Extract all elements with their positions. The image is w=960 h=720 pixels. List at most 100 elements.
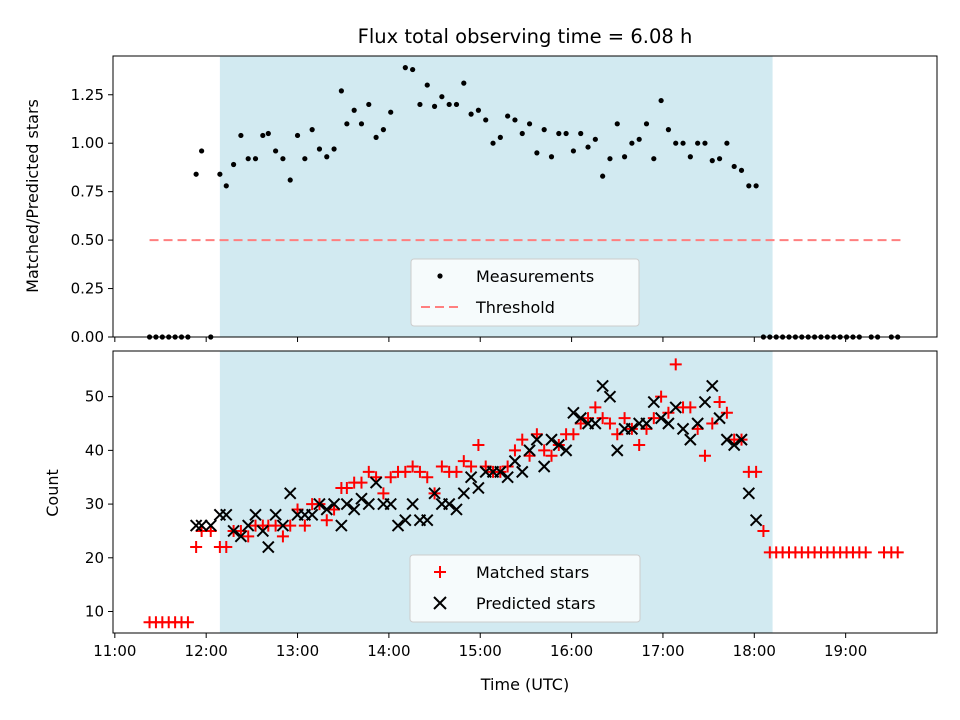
matched-star-point bbox=[538, 444, 551, 457]
measurement-point bbox=[578, 130, 584, 137]
measurement-point bbox=[702, 140, 708, 146]
predicted-star-point bbox=[720, 433, 734, 446]
predicted-stars-series bbox=[189, 379, 763, 554]
measurement-point bbox=[724, 140, 730, 146]
measurement-point bbox=[199, 148, 205, 154]
measurement-point bbox=[468, 111, 474, 117]
matched-star-point bbox=[421, 471, 434, 484]
legend-measurements-marker bbox=[437, 273, 443, 279]
matched-star-point bbox=[362, 465, 375, 478]
predicted-star-point bbox=[603, 390, 617, 403]
matched-star-point bbox=[567, 428, 580, 441]
measurement-point bbox=[431, 103, 438, 109]
matched-star-point bbox=[340, 481, 353, 494]
measurement-point bbox=[316, 146, 323, 152]
top-plot-frame bbox=[112, 55, 938, 338]
top-legend-box bbox=[410, 258, 640, 327]
measurement-point bbox=[519, 130, 525, 137]
measurement-point bbox=[417, 101, 423, 108]
measurement-point bbox=[643, 121, 650, 127]
matched-star-point bbox=[472, 439, 485, 451]
measurement-point bbox=[614, 121, 620, 127]
measurement-point bbox=[453, 101, 460, 108]
measurement-point bbox=[570, 148, 577, 154]
measurement-point bbox=[309, 127, 315, 133]
matched-star-point bbox=[465, 460, 478, 473]
predicted-star-point bbox=[669, 401, 682, 414]
measurement-point bbox=[366, 101, 372, 108]
matched-star-point bbox=[450, 465, 463, 478]
x-tick-label: 11:00 bbox=[93, 642, 136, 660]
measurement-point bbox=[324, 154, 330, 160]
matched-star-point bbox=[596, 412, 609, 425]
measurements-series bbox=[146, 65, 901, 340]
matched-star-point bbox=[269, 519, 282, 532]
predicted-star-point bbox=[249, 508, 262, 522]
predicted-star-point bbox=[727, 438, 741, 452]
predicted-star-point bbox=[335, 519, 348, 532]
predicted-star-point bbox=[625, 422, 639, 436]
measurement-point bbox=[556, 130, 562, 137]
top-y-axis-label: Matched/Predicted stars bbox=[23, 99, 42, 293]
predicted-star-point bbox=[698, 395, 712, 409]
measurement-point bbox=[280, 156, 286, 162]
top-y-axis: 0.00 0.25 0.50 0.75 1.00 1.25 bbox=[71, 86, 113, 346]
predicted-star-point bbox=[501, 471, 514, 484]
measurement-point bbox=[687, 154, 693, 160]
predicted-star-point bbox=[662, 417, 675, 430]
measurement-point bbox=[600, 173, 606, 179]
predicted-star-point bbox=[189, 519, 203, 532]
x-tick-label: 18:00 bbox=[733, 642, 776, 660]
measurement-point bbox=[483, 117, 489, 123]
matched-star-point bbox=[662, 406, 675, 419]
predicted-star-point bbox=[421, 513, 434, 527]
measurement-point bbox=[265, 130, 271, 137]
measurement-point bbox=[410, 66, 416, 73]
matched-stars-series bbox=[143, 358, 904, 629]
predicted-star-point bbox=[284, 487, 297, 500]
predicted-star-point bbox=[691, 417, 704, 430]
predicted-star-point bbox=[305, 508, 319, 522]
predicted-star-point bbox=[241, 519, 255, 532]
matched-star-point bbox=[190, 541, 203, 554]
matched-star-point bbox=[298, 519, 311, 532]
measurement-point bbox=[245, 156, 251, 162]
measurement-point bbox=[534, 150, 540, 156]
matched-star-point bbox=[545, 449, 558, 462]
matched-star-point bbox=[181, 616, 194, 629]
legend-measurements-label: Measurements bbox=[476, 267, 594, 286]
matched-star-point bbox=[603, 417, 616, 430]
x-tick-label: 14:00 bbox=[367, 642, 410, 660]
matched-star-point bbox=[516, 433, 529, 446]
measurement-point bbox=[497, 134, 503, 140]
measurement-point bbox=[358, 121, 365, 127]
measurement-point bbox=[738, 167, 745, 173]
predicted-star-point bbox=[545, 433, 558, 446]
predicted-star-point bbox=[340, 497, 354, 511]
measurement-point bbox=[331, 146, 337, 152]
measurement-point bbox=[252, 156, 259, 162]
predicted-star-point bbox=[204, 519, 217, 532]
top-legend: Measurements Threshold bbox=[410, 258, 640, 327]
measurement-point bbox=[223, 183, 229, 189]
predicted-star-point bbox=[276, 519, 290, 532]
predicted-star-point bbox=[256, 524, 270, 538]
matched-star-point bbox=[891, 546, 904, 559]
bottom-y-tick-label: 20 bbox=[85, 549, 104, 567]
measurement-point bbox=[217, 171, 223, 177]
matched-star-point bbox=[720, 406, 733, 419]
x-tick-label: 16:00 bbox=[550, 642, 593, 660]
measurement-point bbox=[302, 156, 308, 162]
matched-star-point bbox=[618, 412, 631, 425]
measurement-point bbox=[230, 161, 237, 168]
legend-matched-marker bbox=[434, 566, 446, 578]
measurement-point bbox=[680, 140, 686, 146]
predicted-star-point bbox=[369, 476, 383, 489]
legend-threshold-label: Threshold bbox=[475, 298, 555, 317]
predicted-star-point bbox=[313, 497, 326, 511]
measurement-point bbox=[461, 80, 467, 86]
predicted-star-point bbox=[269, 508, 282, 522]
predicted-star-point bbox=[347, 503, 361, 516]
predicted-star-point bbox=[530, 433, 544, 446]
predicted-star-point bbox=[654, 411, 668, 425]
